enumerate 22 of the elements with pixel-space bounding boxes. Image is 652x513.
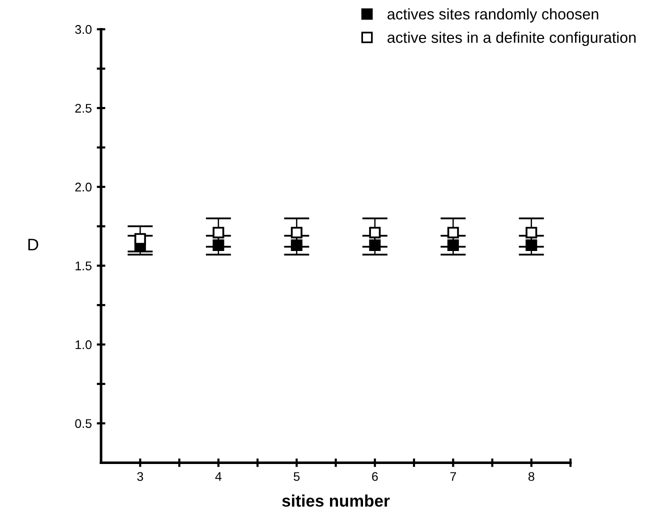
legend-label: actives sites randomly choosen: [388, 8, 598, 23]
point: [369, 226, 381, 238]
point: [526, 226, 538, 238]
x-tick-label: 7: [450, 472, 456, 481]
point: [290, 226, 302, 238]
x-tick-label: 3: [137, 472, 144, 481]
x-tick-label: 8: [528, 472, 534, 481]
y-tick-label: 2.5: [75, 104, 92, 113]
x-tick-label: 6: [372, 472, 378, 481]
y-axis-title: D: [28, 238, 38, 250]
y-tick-label: 0.5: [75, 419, 92, 428]
y-tick-label: 1.5: [76, 262, 92, 270]
x-tick-label: 4: [215, 472, 222, 481]
y-tick-label: 2.0: [75, 182, 92, 192]
y-tick-label: 1.0: [76, 340, 92, 350]
point: [447, 226, 459, 238]
y-tick-label: 3.0: [75, 25, 92, 34]
point: [212, 226, 224, 238]
x-axis-title: sities number: [282, 494, 390, 507]
point: [134, 233, 146, 245]
legend-label: active sites in a definite configuration: [388, 32, 636, 46]
x-tick-label: 5: [294, 472, 300, 481]
